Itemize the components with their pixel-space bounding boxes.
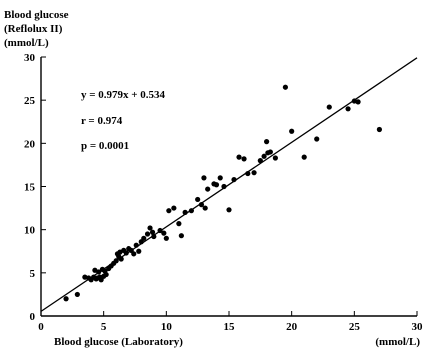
data-point [314, 136, 320, 142]
y-tick-label: 0 [30, 311, 36, 323]
regression-equation: y = 0.979x + 0.534 [81, 89, 166, 101]
data-point [245, 170, 251, 177]
y-axis-ticks: 0 5 10 15 20 25 30 [24, 52, 46, 323]
x-axis-title: Blood glucose (Laboratory) [54, 336, 183, 348]
data-point [217, 175, 223, 181]
data-point [96, 269, 102, 275]
data-point [63, 296, 69, 302]
data-point [188, 208, 194, 214]
x-axis-ticks: 0 5 10 15 20 25 30 [38, 311, 423, 333]
y-tick-label: 25 [24, 95, 36, 107]
data-point [171, 205, 177, 211]
data-point [141, 235, 147, 241]
x-tick-label: 30 [412, 321, 424, 333]
data-point [195, 196, 201, 203]
data-point [345, 106, 351, 112]
data-point [205, 186, 211, 192]
data-point [236, 154, 242, 160]
data-point [147, 225, 153, 231]
data-point [226, 207, 232, 213]
data-point [213, 182, 220, 188]
data-point [257, 158, 263, 164]
data-point [201, 175, 207, 181]
data-point [241, 156, 247, 162]
data-point [176, 221, 182, 227]
data-point [103, 271, 109, 278]
data-point [267, 149, 273, 155]
data-point [326, 104, 332, 110]
data-point [74, 291, 80, 298]
x-tick-label: 0 [38, 321, 44, 333]
data-point [272, 155, 278, 161]
correlation-coefficient: r = 0.974 [81, 115, 123, 127]
data-point [301, 154, 307, 160]
data-point [198, 202, 205, 208]
y-tick-label: 5 [30, 268, 36, 280]
x-axis-unit: (mmol/L) [375, 336, 420, 348]
y-tick-label: 15 [24, 182, 36, 194]
data-point [282, 84, 288, 90]
data-point [133, 242, 139, 248]
data-point [144, 231, 151, 237]
data-point [163, 235, 169, 241]
data-point [151, 233, 157, 240]
data-points [63, 84, 382, 302]
data-point [149, 229, 156, 235]
x-tick-label: 20 [286, 321, 298, 333]
y-axis-title-line-1: Blood glucose [4, 9, 69, 21]
data-point [166, 208, 172, 214]
data-point [355, 99, 361, 105]
y-tick-label: 20 [24, 138, 36, 150]
data-point [376, 126, 382, 133]
data-point [182, 209, 188, 215]
data-point [261, 153, 267, 159]
data-point [161, 230, 167, 236]
x-tick-label: 5 [101, 321, 107, 333]
data-point [118, 256, 124, 262]
data-point [202, 205, 208, 211]
y-tick-label: 30 [24, 52, 36, 64]
x-tick-label: 25 [349, 321, 361, 333]
data-point [289, 128, 295, 134]
data-point [251, 170, 257, 176]
data-point [264, 139, 270, 145]
y-axis-title-line-2: (Reflolux II) [4, 23, 63, 35]
y-axis-title-line-3: (mmol/L) [4, 37, 49, 49]
data-point [136, 248, 142, 254]
data-point [131, 251, 137, 257]
x-tick-label: 10 [161, 321, 173, 333]
data-point [157, 227, 163, 234]
data-point [113, 258, 119, 264]
x-tick-label: 15 [224, 321, 236, 333]
data-point [231, 176, 237, 183]
data-point [123, 250, 129, 256]
p-value: p = 0.0001 [81, 140, 129, 152]
y-tick-label: 10 [24, 225, 36, 237]
data-point [221, 183, 227, 190]
data-point [178, 233, 184, 239]
